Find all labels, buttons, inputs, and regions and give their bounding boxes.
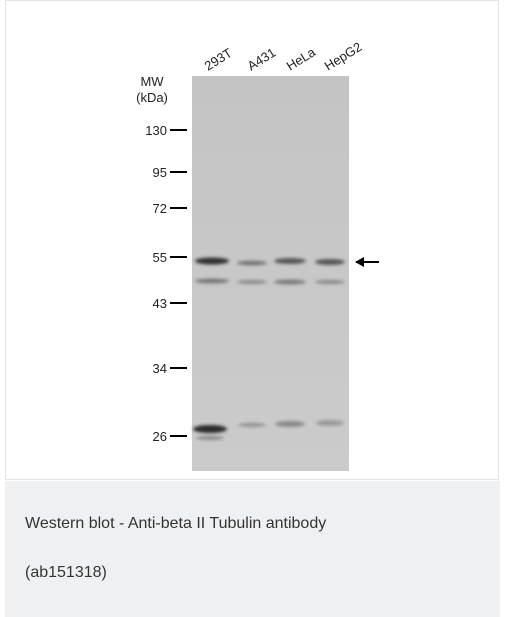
band <box>315 280 345 284</box>
caption-line: (ab151318) <box>25 564 107 581</box>
band <box>196 436 224 440</box>
band <box>315 259 345 265</box>
band <box>275 421 305 427</box>
lane-label: HeLa <box>284 44 319 74</box>
band <box>193 425 227 433</box>
marker-label: 43 <box>153 296 167 311</box>
marker-label: 55 <box>153 250 167 265</box>
band <box>238 422 266 428</box>
unit-label: (kDa) <box>136 90 168 105</box>
arrow-head <box>355 257 364 267</box>
marker-label: 26 <box>153 429 167 444</box>
caption-line: Western blot - Anti-beta II Tubulin anti… <box>25 515 327 532</box>
lane-label: A431 <box>245 45 279 74</box>
band <box>237 280 267 284</box>
mw-label: MW <box>140 74 164 89</box>
caption-box: Western blot - Anti-beta II Tubulin anti… <box>5 481 500 617</box>
band <box>316 420 344 426</box>
figure-panel: MW (kDa) 293T A431 HeLa HepG2 130 95 72 55 43 34 2… <box>5 0 499 480</box>
band <box>237 260 267 266</box>
band <box>274 258 306 264</box>
band <box>274 279 306 285</box>
marker-label: 72 <box>153 201 167 216</box>
marker-label: 130 <box>145 123 167 138</box>
marker-label: 34 <box>153 361 167 376</box>
bands <box>193 257 345 440</box>
western-blot: MW (kDa) 293T A431 HeLa HepG2 130 95 72 55 43 34 2… <box>136 39 379 471</box>
band <box>195 278 229 284</box>
band <box>195 257 229 265</box>
lane-label: 293T <box>202 45 235 73</box>
lane-label: HepG2 <box>322 39 365 74</box>
membrane <box>192 76 349 471</box>
marker-label: 95 <box>153 165 167 180</box>
